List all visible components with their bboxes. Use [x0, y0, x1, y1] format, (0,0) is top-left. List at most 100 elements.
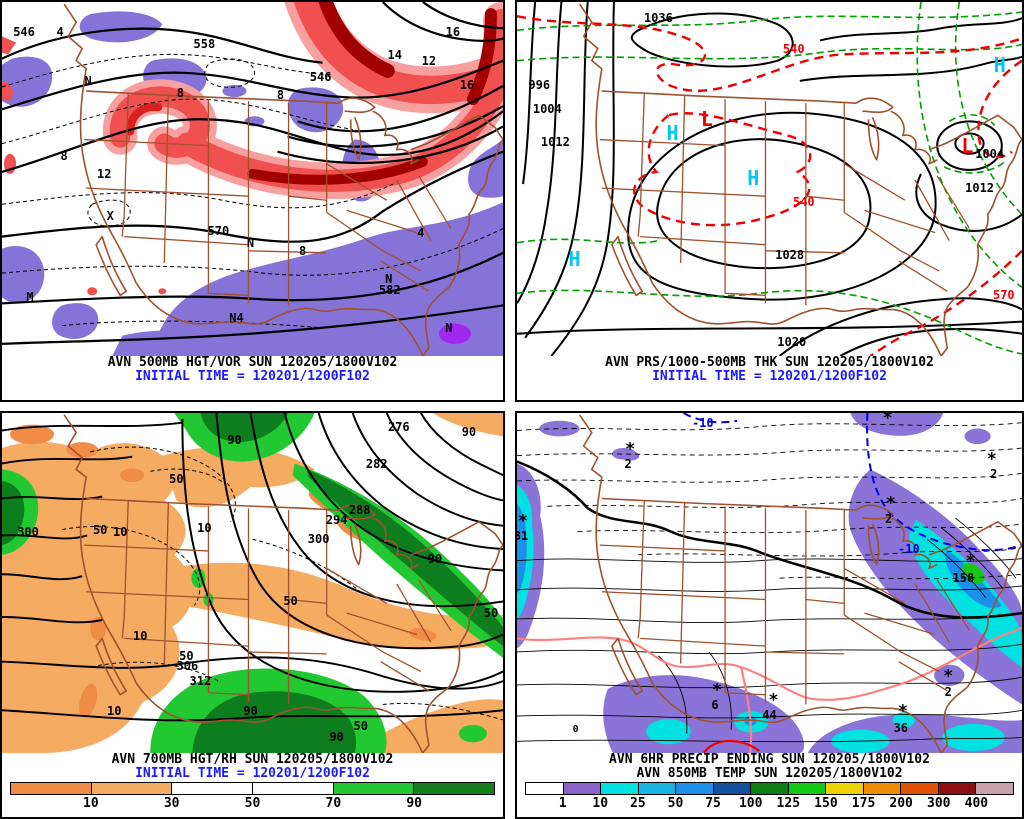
colorbar-segment [975, 783, 1013, 794]
colorbar-segment [825, 783, 863, 794]
initial-time-caption: INITIAL TIME = 120201/1200F102 [135, 766, 370, 781]
low-marker: L [700, 107, 713, 132]
map-label: 570 [207, 223, 230, 238]
panel-prs-thickness: 1036 996 1004 1012 1028 1020 1004 1012 540 540 570… [515, 0, 1024, 402]
colorbar-segment [787, 783, 826, 794]
panel-caption-2: AVN 850MB TEMP SUN 120205/1800V102 [636, 766, 903, 781]
map-label: 90 [227, 433, 242, 448]
colorbar-ticks: 1 10 25 50 75 100 125 150 175 200 300 400 [525, 795, 1014, 811]
map-label: N [445, 320, 453, 335]
map-label: 90 [461, 425, 477, 440]
map-label: 10 [113, 524, 128, 539]
map-label: 14 [387, 47, 403, 62]
map-label: 558 [193, 37, 216, 52]
map-label: 2 [944, 684, 952, 699]
colorbar-tick-label: 150 [814, 796, 838, 811]
map-label: N4 [229, 310, 244, 325]
map-label: 10 [133, 629, 148, 644]
panel-precip-850temp: * 31 * 158 * 36 * 44 * 6 * 2 * 2 * 2 * 2 * 0 -10 -10 AVN 6HR … [515, 411, 1024, 819]
height-contours [2, 413, 503, 722]
vorticity-map-art [2, 2, 503, 356]
map-label: 6 [711, 698, 719, 713]
colorbar-tick-label: 50 [244, 796, 261, 811]
humidity-green-fill [2, 413, 503, 753]
map-label: 2 [990, 467, 998, 482]
colorbar-tick-label: 25 [630, 796, 646, 811]
colorbar-segment [171, 783, 253, 794]
height-contours [2, 2, 503, 345]
map-label: 294 [325, 512, 348, 527]
colorbar-bar [10, 782, 495, 795]
initial-time-caption: INITIAL TIME = 120201/1200F102 [135, 369, 370, 384]
map-label: N [84, 73, 92, 88]
colorbar-tick-label: 10 [83, 796, 99, 811]
caption-block: AVN 700MB HGT/RH SUN 120205/1800V102 INI… [2, 753, 503, 781]
map-label: 50 [169, 472, 184, 487]
colorbar-tick-label: 90 [406, 796, 422, 811]
initial-time-caption: INITIAL TIME = 120201/1200F102 [652, 369, 887, 384]
thickness-red-dashed [517, 14, 1022, 356]
precip-max-marker: * [768, 690, 779, 711]
colorbar-tick-label: 1 [558, 796, 567, 811]
panel-caption: AVN 6HR PRECIP ENDING SUN 120205/1800V10… [609, 752, 930, 767]
precip-max-marker: * [897, 701, 908, 722]
map-label: -10 [898, 542, 920, 556]
vorticity-red-band [102, 2, 503, 199]
colorbar-segment [750, 783, 788, 794]
colorbar-tick-label: 100 [738, 796, 763, 811]
vorticity-dashed-contours [2, 53, 503, 329]
map-label: X [106, 209, 114, 224]
map-label: 288 [348, 503, 371, 518]
map-label: 8 [276, 88, 285, 103]
map-label: 90 [329, 730, 344, 745]
colorbar-segment [637, 783, 676, 794]
state-boundaries [578, 3, 1022, 356]
map-label: 0 [572, 723, 579, 735]
map-label: 8 [176, 86, 184, 101]
map-label: 1004 [975, 146, 1005, 161]
map-label: 90 [427, 551, 443, 566]
precip-green-core [962, 563, 985, 584]
colorbar-segment [937, 783, 976, 794]
map-humidity: 276 282 288 294 300 300 306 312 10 10 10 10 50 50 50 50… [2, 413, 503, 753]
precip-max-marker: * [986, 449, 997, 470]
precip-max-marker: * [965, 551, 976, 572]
precip-max-marker: * [517, 511, 529, 532]
map-label: 2 [885, 511, 893, 526]
thickness-green-dashed [517, 2, 1022, 355]
map-label: 312 [189, 674, 212, 689]
map-label: N [246, 235, 255, 250]
colorbar-segment [413, 783, 495, 794]
map-pressure-thickness: 1036 996 1004 1012 1028 1020 1004 1012 540 540 570… [517, 2, 1022, 356]
map-label: 10 [106, 704, 122, 719]
humidity-map-art [2, 413, 503, 753]
pressure-map-art [517, 2, 1022, 356]
map-label: 44 [762, 708, 777, 723]
map-label: 158 [952, 571, 975, 586]
map-label: 90 [243, 704, 258, 719]
precip-map-art [517, 413, 1022, 753]
colorbar-tick-label: 400 [964, 796, 989, 811]
map-label: 50 [353, 718, 368, 733]
colorbar-tick-label: 70 [325, 796, 342, 811]
map-precip: * 31 * 158 * 36 * 44 * 6 * 2 * 2 * 2 * 2 * 0 -10 -10 [517, 413, 1022, 753]
colorbar-segment [600, 783, 638, 794]
colorbar-tick-label: 125 [776, 796, 801, 811]
map-label: 276 [387, 419, 410, 434]
map-label: 282 [365, 456, 388, 471]
map-label: 540 [782, 41, 805, 56]
high-marker: H [747, 165, 760, 190]
precip-colorbar: 1 10 25 50 75 100 125 150 175 200 300 400 [525, 782, 1014, 811]
map-label: 50 [179, 648, 194, 663]
panel-caption: AVN PRS/1000-500MB THK SUN 120205/1800V1… [605, 355, 934, 370]
map-label: 50 [483, 606, 499, 621]
high-marker: H [993, 52, 1006, 77]
colorbar-tick-label: 10 [592, 796, 609, 811]
temp-pink-line [517, 626, 1022, 753]
colorbar-tick-label: 50 [667, 796, 684, 811]
map-label: 546 [309, 69, 332, 84]
colorbar-segment [252, 783, 333, 794]
colorbar-ticks: 10 30 50 70 90 [10, 795, 495, 811]
colorbar-segment [862, 783, 901, 794]
